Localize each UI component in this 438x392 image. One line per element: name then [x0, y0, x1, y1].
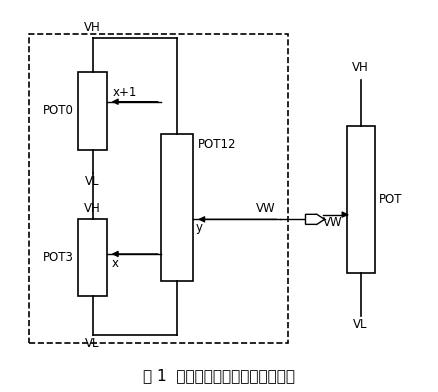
Text: 图 1  高分辨率数字电位器设计原理: 图 1 高分辨率数字电位器设计原理: [143, 368, 295, 383]
Text: POT: POT: [379, 193, 403, 206]
Text: VH: VH: [352, 61, 369, 74]
Bar: [78, 219, 106, 296]
Text: x+1: x+1: [113, 85, 138, 99]
Text: VL: VL: [353, 318, 368, 331]
Text: y: y: [195, 221, 202, 234]
Bar: [78, 73, 106, 150]
Text: VW: VW: [323, 216, 342, 229]
Text: VW: VW: [256, 203, 275, 216]
Text: POT0: POT0: [43, 105, 74, 118]
Text: x: x: [112, 257, 119, 270]
Bar: [346, 127, 374, 273]
Bar: [161, 134, 193, 281]
Bar: [29, 34, 288, 343]
Text: VH: VH: [84, 202, 101, 215]
Polygon shape: [305, 214, 325, 225]
Text: VL: VL: [85, 337, 100, 350]
Text: POT3: POT3: [43, 251, 74, 264]
Text: POT12: POT12: [198, 138, 236, 151]
Text: VH: VH: [84, 21, 101, 34]
Text: VL: VL: [85, 175, 100, 188]
